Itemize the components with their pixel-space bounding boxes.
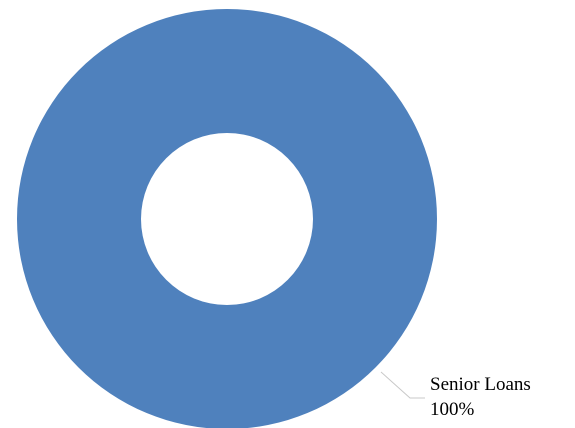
donut-slices [17, 9, 437, 428]
slice-percent-label: 100% [430, 399, 475, 420]
slice-category-label: Senior Loans [430, 374, 531, 395]
leader-line-senior-loans [380, 371, 425, 399]
donut-slice-senior-loans [17, 9, 437, 428]
slice-label-senior-loans: Senior Loans 100% [430, 372, 531, 422]
